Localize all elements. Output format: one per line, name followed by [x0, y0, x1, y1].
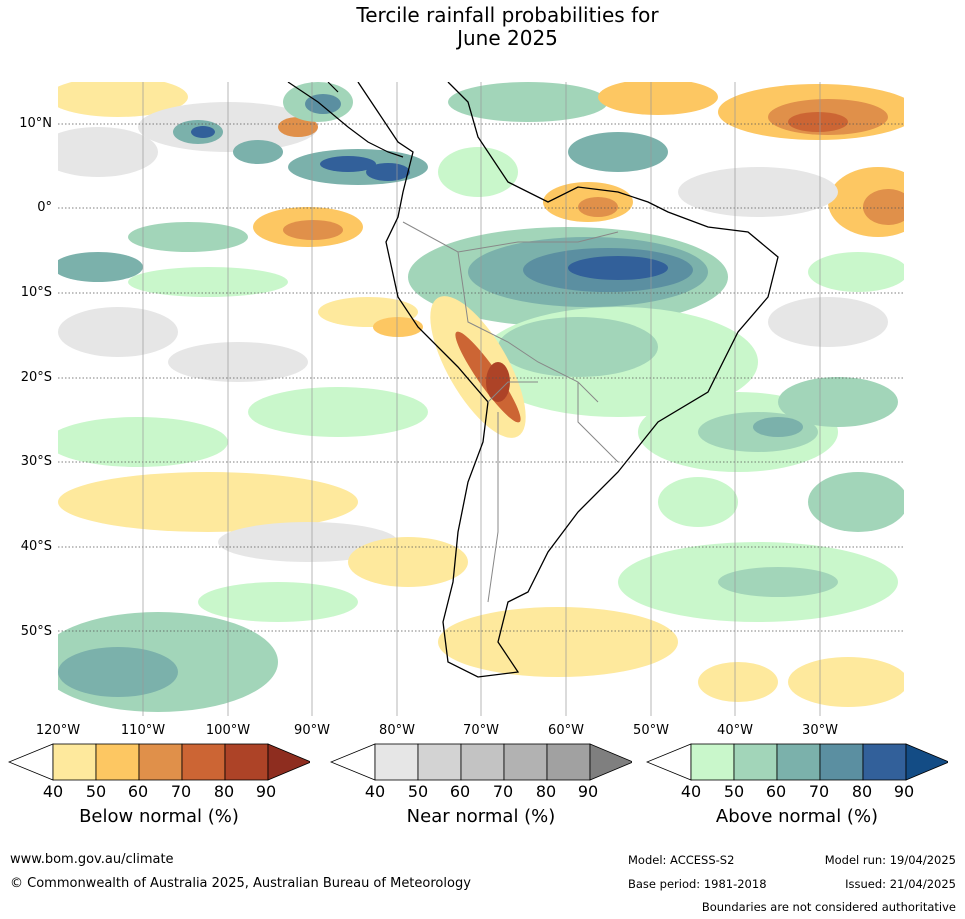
lon-label-80w: 80°W — [379, 723, 415, 738]
colorbar-bin — [181, 743, 226, 781]
colorbar-bin — [819, 743, 864, 781]
colorbar-max-extension — [267, 743, 310, 781]
lat-label-30s: 30°S — [20, 454, 52, 469]
below-normal-colorbar — [8, 743, 310, 781]
central-america-coastline — [287, 82, 404, 158]
base-period-text: Base period: 1981-2018 — [628, 877, 767, 891]
model-run-text: Model run: 19/04/2025 — [824, 853, 956, 867]
colorbar-bin — [690, 743, 735, 781]
below-tick: 60 — [127, 782, 149, 801]
lon-label-60w: 60°W — [548, 723, 584, 738]
country-borders — [402, 221, 619, 603]
bom-url-link[interactable]: www.bom.gov.au/climate — [10, 852, 174, 867]
lon-label-110w: 110°W — [120, 723, 166, 738]
colorbar-bin — [460, 743, 505, 781]
above-tick: 90 — [893, 782, 915, 801]
above-tick: 70 — [808, 782, 830, 801]
below-tick: 50 — [85, 782, 107, 801]
below-normal-label: Below normal (%) — [79, 806, 239, 827]
colorbar-bin — [224, 743, 269, 781]
lon-label-120w: 120°W — [35, 723, 81, 738]
near-tick: 40 — [364, 782, 386, 801]
colorbar-max-extension — [589, 743, 632, 781]
south-america-coastline — [357, 82, 779, 678]
colorbar-min-extension — [330, 743, 376, 781]
lat-label-0: 0° — [37, 200, 52, 215]
above-normal-colorbar — [646, 743, 948, 781]
lat-label-10s: 10°S — [20, 285, 52, 300]
lon-label-40w: 40°W — [717, 723, 753, 738]
colorbar-bin — [503, 743, 548, 781]
lat-label-10n: 10°N — [19, 116, 52, 131]
colorbar-min-extension — [8, 743, 54, 781]
chart-title: Tercile rainfall probabilities for June … — [0, 4, 965, 50]
lon-label-90w: 90°W — [294, 723, 330, 738]
lat-label-40s: 40°S — [20, 539, 52, 554]
colorbar-bin — [776, 743, 821, 781]
lon-label-50w: 50°W — [633, 723, 669, 738]
title-line-1: Tercile rainfall probabilities for — [356, 3, 659, 27]
below-tick: 40 — [42, 782, 64, 801]
graticule — [58, 123, 904, 632]
lon-label-70w: 70°W — [463, 723, 499, 738]
colorbar-bin — [52, 743, 97, 781]
near-tick: 60 — [449, 782, 471, 801]
near-tick: 50 — [407, 782, 429, 801]
colorbar-bin — [417, 743, 462, 781]
near-tick: 70 — [492, 782, 514, 801]
colorbar-bin — [733, 743, 778, 781]
colorbar-bin — [862, 743, 907, 781]
lat-label-20s: 20°S — [20, 370, 52, 385]
meridians — [142, 82, 821, 716]
above-tick: 40 — [680, 782, 702, 801]
above-tick: 50 — [723, 782, 745, 801]
lon-label-30w: 30°W — [802, 723, 838, 738]
lat-label-50s: 50°S — [20, 624, 52, 639]
probability-field — [58, 82, 904, 712]
near-tick: 90 — [577, 782, 599, 801]
above-tick: 80 — [851, 782, 873, 801]
colorbar-bin — [95, 743, 140, 781]
title-line-2: June 2025 — [457, 26, 558, 50]
below-tick: 80 — [213, 782, 235, 801]
above-tick: 60 — [765, 782, 787, 801]
near-tick: 80 — [535, 782, 557, 801]
below-tick: 70 — [170, 782, 192, 801]
issued-text: Issued: 21/04/2025 — [845, 877, 956, 891]
below-tick: 90 — [255, 782, 277, 801]
copyright-text: © Commonwealth of Australia 2025, Austra… — [10, 876, 471, 891]
model-text: Model: ACCESS-S2 — [628, 853, 735, 867]
near-normal-colorbar — [330, 743, 632, 781]
boundaries-disclaimer: Boundaries are not considered authoritat… — [701, 900, 956, 914]
colorbar-max-extension — [905, 743, 948, 781]
near-normal-label: Near normal (%) — [406, 806, 556, 827]
lon-label-100w: 100°W — [205, 723, 251, 738]
colorbar-min-extension — [646, 743, 692, 781]
colorbar-bin — [374, 743, 419, 781]
colorbar-bin — [138, 743, 183, 781]
rainfall-probability-map — [58, 82, 904, 716]
above-normal-label: Above normal (%) — [715, 806, 879, 827]
colorbar-bin — [546, 743, 591, 781]
